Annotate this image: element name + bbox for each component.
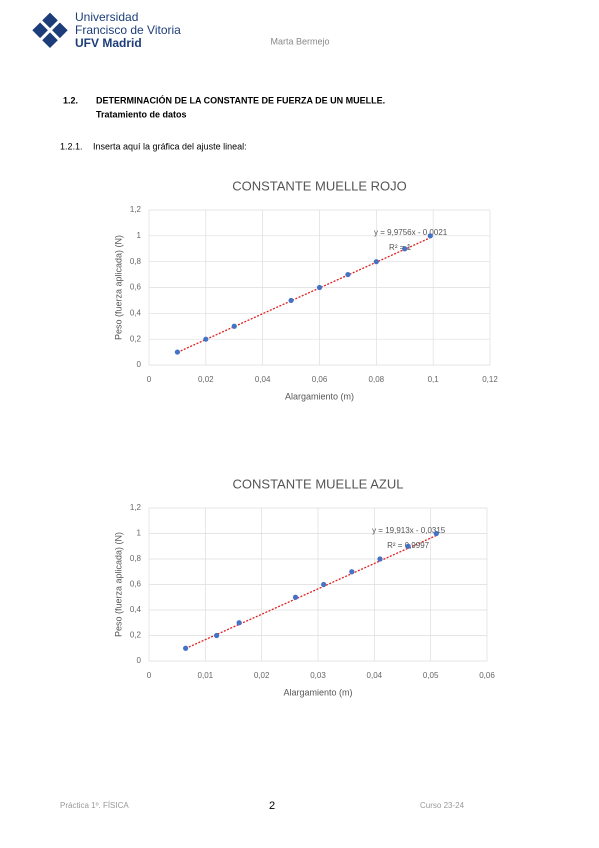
university-line: Francisco de Vitoria xyxy=(75,23,181,37)
y-tick-label: 1,2 xyxy=(130,205,142,214)
data-point xyxy=(236,620,242,626)
university-line: Universidad xyxy=(75,10,138,24)
x-tick-label: 0,12 xyxy=(482,375,498,384)
y-tick-label: 0 xyxy=(137,360,142,369)
x-tick-label: 0,08 xyxy=(369,375,385,384)
x-tick-label: 0,06 xyxy=(479,671,495,680)
section-subtitle: Tratamiento de datos xyxy=(96,109,187,119)
section-number: 1.2. xyxy=(63,95,78,105)
x-tick-label: 0,02 xyxy=(254,671,270,680)
y-tick-label: 0,8 xyxy=(130,554,142,563)
x-tick-label: 0,05 xyxy=(423,671,439,680)
x-tick-label: 0,1 xyxy=(428,375,440,384)
y-tick-label: 0,8 xyxy=(130,257,142,266)
x-tick-label: 0,02 xyxy=(198,375,214,384)
x-tick-label: 0 xyxy=(147,671,152,680)
x-tick-label: 0,01 xyxy=(198,671,214,680)
y-tick-label: 1 xyxy=(137,529,142,538)
y-tick-label: 0,2 xyxy=(130,334,142,343)
data-point xyxy=(203,336,209,342)
university-line: UFV Madrid xyxy=(75,36,142,50)
data-point xyxy=(402,246,408,252)
y-tick-label: 0,2 xyxy=(130,631,142,640)
y-tick-label: 0,4 xyxy=(130,605,142,614)
y-tick-label: 0,6 xyxy=(130,283,142,292)
subsection-number: 1.2.1. xyxy=(60,141,83,151)
trendline xyxy=(177,237,431,353)
data-point xyxy=(321,581,327,588)
subsection-text: Inserta aquí la gráfica del ajuste linea… xyxy=(93,141,247,151)
x-tick-label: 0 xyxy=(147,375,152,384)
data-point xyxy=(377,556,383,562)
y-tick-label: 1,2 xyxy=(130,503,142,512)
logo xyxy=(32,12,68,48)
y-tick-label: 0,6 xyxy=(130,580,142,589)
x-axis-label: Alargamiento (m) xyxy=(285,391,354,401)
x-tick-label: 0,04 xyxy=(255,375,271,384)
data-point xyxy=(174,349,181,355)
y-axis-label: Peso (fuerza aplicada) (N) xyxy=(113,235,123,340)
x-tick-label: 0,04 xyxy=(367,671,383,680)
section-title: DETERMINACIÓN DE LA CONSTANTE DE FUERZA … xyxy=(96,94,385,105)
x-axis-label: Alargamiento (m) xyxy=(283,687,352,697)
y-tick-label: 0,4 xyxy=(130,308,142,317)
trendline-equation: y = 9,9756x - 0,0021 xyxy=(374,228,448,237)
data-point xyxy=(183,645,189,651)
data-point xyxy=(349,569,355,575)
author: Marta Bermejo xyxy=(270,36,329,46)
data-point xyxy=(214,632,220,639)
x-tick-label: 0,06 xyxy=(312,375,328,384)
y-tick-label: 0 xyxy=(137,656,142,665)
data-point xyxy=(345,271,351,278)
data-point xyxy=(292,594,299,600)
data-point xyxy=(231,323,237,329)
data-point xyxy=(427,233,433,239)
page-number: 2 xyxy=(269,800,275,812)
footer-left: Práctica 1º. FÍSICA xyxy=(60,801,129,810)
y-axis-label: Peso (fuerza aplicada) (N) xyxy=(113,532,123,637)
data-point xyxy=(433,530,439,537)
chart-title: CONSTANTE MUELLE ROJO xyxy=(232,178,407,193)
x-tick-label: 0,03 xyxy=(310,671,326,680)
y-tick-label: 1 xyxy=(137,231,142,240)
footer-right: Curso 23-24 xyxy=(420,801,465,810)
trendline xyxy=(185,534,437,650)
trendline-equation: y = 19,913x - 0,0315 xyxy=(372,526,446,535)
chart-title: CONSTANTE MUELLE AZUL xyxy=(233,476,404,491)
trendline-equation: R² = 1 xyxy=(389,243,412,252)
data-point xyxy=(316,284,323,291)
data-point xyxy=(373,259,379,265)
data-point xyxy=(405,543,411,549)
data-point xyxy=(288,297,294,304)
